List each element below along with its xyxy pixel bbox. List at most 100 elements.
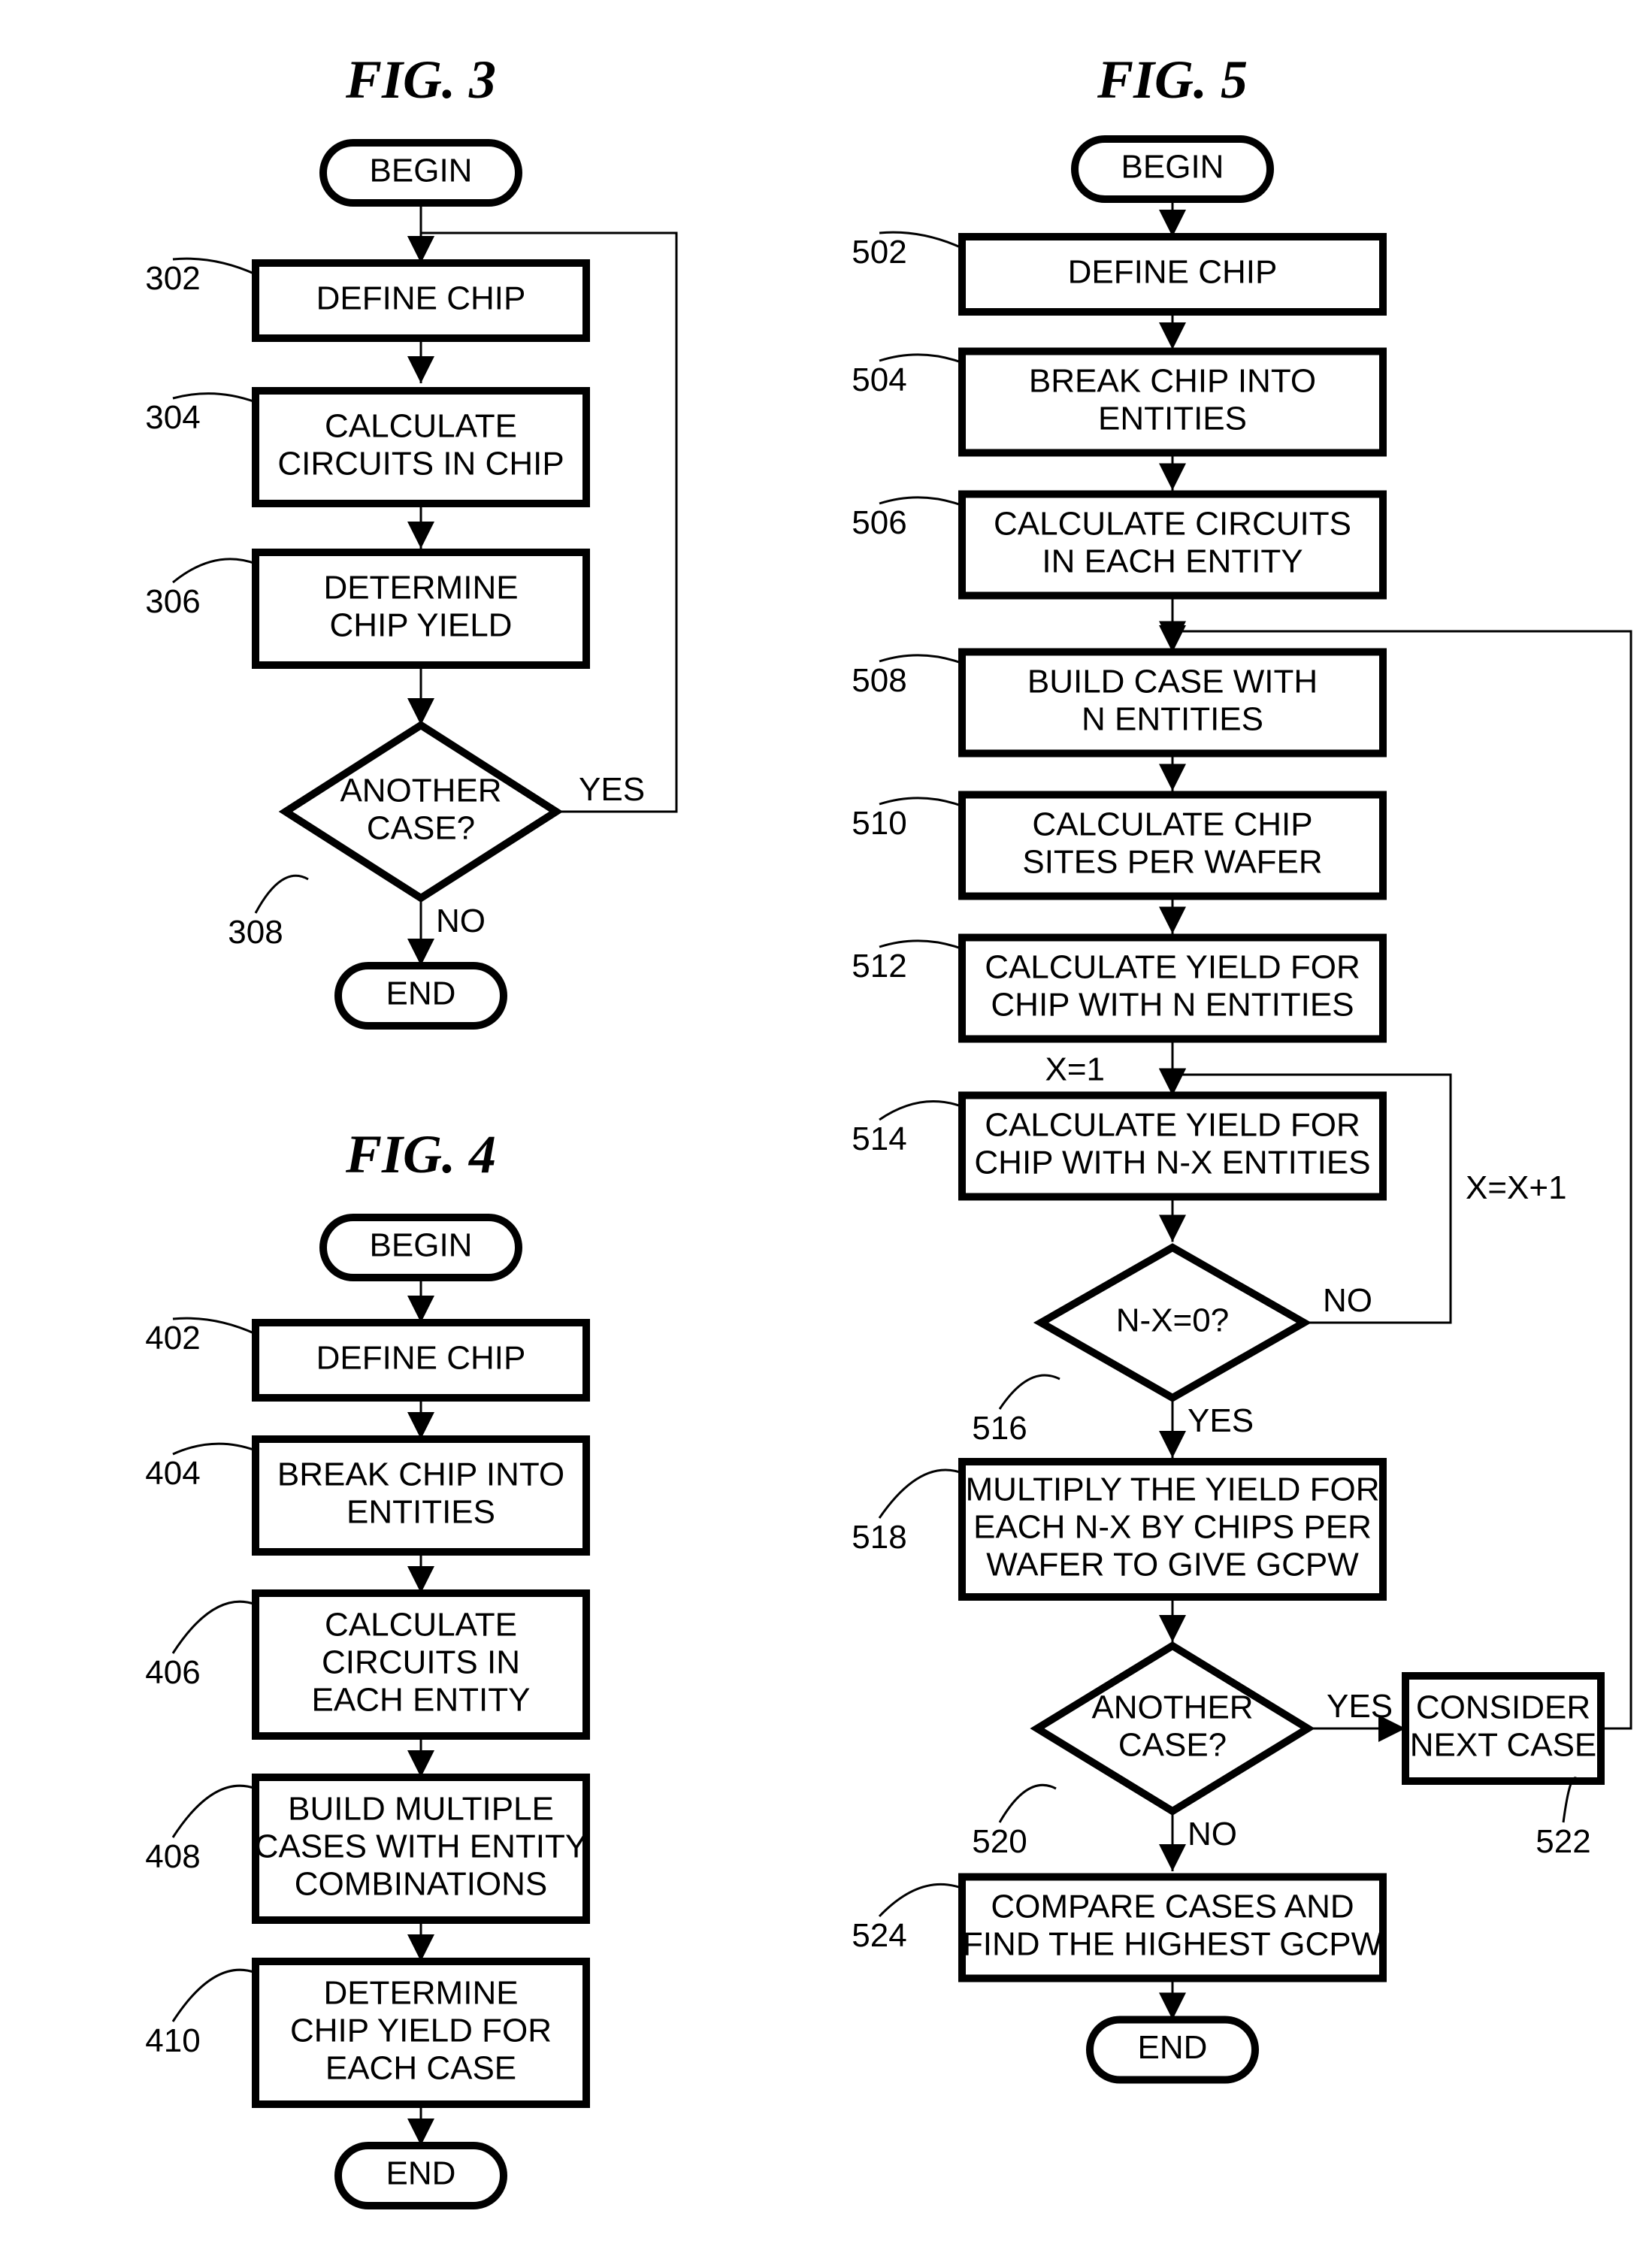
fig3-title: FIG. 3 — [345, 50, 496, 110]
fig5-504-label: BREAK CHIP INTO — [1029, 363, 1316, 400]
arrowhead — [1159, 1993, 1186, 2020]
fig5-518-ref-leader — [879, 1470, 962, 1518]
fig5-508-ref: 508 — [852, 662, 906, 699]
fig5-520-no: NO — [1188, 1816, 1237, 1852]
arrowhead — [407, 1566, 434, 1593]
fig5-516-ref-leader — [1000, 1375, 1060, 1409]
fig5-506-label: IN EACH ENTITY — [1042, 543, 1303, 580]
fig4-end-label: END — [386, 2155, 456, 2192]
arrowhead — [1159, 907, 1186, 934]
fig3-304-label: CIRCUITS IN CHIP — [277, 446, 564, 482]
arrowhead — [407, 939, 434, 966]
arrowhead — [407, 1750, 434, 1777]
arrowhead — [1159, 764, 1186, 791]
arrowhead — [1159, 1215, 1186, 1242]
arrowhead — [407, 1934, 434, 1961]
fig4-begin-label: BEGIN — [370, 1227, 473, 1264]
fig4-408-ref: 408 — [145, 1838, 200, 1875]
fig5-512-label: CHIP WITH N ENTITIES — [991, 987, 1354, 1024]
fig5-begin-label: BEGIN — [1121, 149, 1224, 186]
fig5-520-label: CASE? — [1118, 1727, 1227, 1764]
fig5-504-label: ENTITIES — [1098, 401, 1247, 437]
arrowhead — [1159, 322, 1186, 349]
fig5-524-ref: 524 — [852, 1917, 906, 1954]
fig4-406-label: CALCULATE — [325, 1607, 517, 1644]
arrowhead — [407, 1412, 434, 1439]
fig4-404-ref-leader — [173, 1444, 256, 1454]
fig4-408-label: BUILD MULTIPLE — [288, 1791, 554, 1828]
fig5-510-label: CALCULATE CHIP — [1032, 806, 1312, 843]
fig3-306-ref: 306 — [145, 583, 200, 620]
fig5-516-yes: YES — [1188, 1402, 1254, 1439]
fig5-514-ref: 514 — [852, 1120, 906, 1157]
fig3-306-label: DETERMINE — [323, 570, 518, 606]
fig5-524-ref-leader — [879, 1884, 962, 1916]
fig5-512-ref: 512 — [852, 948, 906, 984]
fig5-510-label: SITES PER WAFER — [1022, 844, 1322, 881]
fig5-522-label: NEXT CASE — [1410, 1727, 1597, 1764]
fig4-406-label: CIRCUITS IN — [322, 1644, 520, 1681]
fig4-402-label: DEFINE CHIP — [316, 1340, 526, 1377]
arrowhead — [407, 1296, 434, 1323]
arrowhead — [1159, 464, 1186, 491]
fig5-522-label: CONSIDER — [1416, 1689, 1590, 1726]
fig5-514-ref-leader — [879, 1102, 962, 1120]
fig5-518-label: WAFER TO GIVE GCPW — [986, 1547, 1359, 1583]
fig3-304-label: CALCULATE — [325, 408, 517, 445]
fig5-508-label: BUILD CASE WITH — [1027, 664, 1318, 700]
fig4-406-ref-leader — [173, 1601, 256, 1653]
fig4-404-label: BREAK CHIP INTO — [277, 1456, 564, 1493]
fig3-308-ref: 308 — [228, 914, 283, 951]
fig5-510-ref: 510 — [852, 805, 906, 842]
fig5-520-label: ANOTHER — [1091, 1689, 1253, 1726]
fig4-410-ref: 410 — [145, 2022, 200, 2059]
fig5-502-label: DEFINE CHIP — [1068, 254, 1278, 291]
fig4-410-label: CHIP YIELD FOR — [290, 2013, 552, 2049]
fig5-516-ref: 516 — [972, 1410, 1027, 1447]
fig4-408-label: COMBINATIONS — [295, 1866, 548, 1903]
fig3-304-ref: 304 — [145, 399, 200, 436]
fig5-506-ref: 506 — [852, 504, 906, 541]
fig4-404-label: ENTITIES — [346, 1494, 495, 1531]
fig5-504-ref: 504 — [852, 361, 906, 398]
arrowhead — [1159, 1431, 1186, 1458]
fig5-524-label: COMPARE CASES AND — [991, 1889, 1354, 1925]
fig3-308-label: ANOTHER — [340, 773, 501, 809]
fig3-begin-label: BEGIN — [370, 153, 473, 189]
arrowhead — [1159, 1844, 1186, 1871]
fig3-308-ref-leader — [256, 876, 308, 913]
fig5-522-ref: 522 — [1536, 1823, 1590, 1860]
fig5-506-label: CALCULATE CIRCUITS — [994, 506, 1351, 543]
fig5-518-label: EACH N-X BY CHIPS PER — [973, 1509, 1372, 1546]
fig4-408-ref-leader — [173, 1786, 256, 1837]
fig5-518-label: MULTIPLY THE YIELD FOR — [966, 1471, 1380, 1508]
fig4-406-label: EACH ENTITY — [312, 1682, 531, 1719]
fig5-502-ref: 502 — [852, 234, 906, 271]
fig4-406-ref: 406 — [145, 1654, 200, 1691]
arrowhead — [1159, 210, 1186, 237]
fig5-524-label: FIND THE HIGHEST GCPW — [963, 1926, 1383, 1963]
fig3-308-label: CASE? — [367, 810, 475, 847]
fig5-516-label: N-X=0? — [1116, 1302, 1229, 1339]
fig4-410-label: EACH CASE — [325, 2050, 516, 2087]
fig5-end-label: END — [1138, 2029, 1208, 2066]
fig3-end-label: END — [386, 975, 456, 1012]
fig4-408-label: CASES WITH ENTITY — [255, 1828, 587, 1865]
fig3-302-ref: 302 — [145, 260, 200, 297]
fig5-508-label: N ENTITIES — [1082, 701, 1263, 738]
fig5-514-label: CALCULATE YIELD FOR — [985, 1107, 1360, 1144]
fig3-306-label: CHIP YIELD — [330, 607, 513, 644]
fig5-512-label: CALCULATE YIELD FOR — [985, 949, 1360, 986]
arrowhead — [407, 2119, 434, 2146]
fig4-410-ref-leader — [173, 1970, 256, 2022]
fig3-yes: YES — [579, 771, 645, 808]
fig5-520-ref-leader — [1000, 1785, 1056, 1822]
fig5-xinc: X=X+1 — [1466, 1169, 1567, 1206]
fig5-518-ref: 518 — [852, 1519, 906, 1556]
fig4-404-ref: 404 — [145, 1455, 200, 1492]
fig3-no: NO — [436, 903, 486, 939]
fig5-514-label: CHIP WITH N-X ENTITIES — [974, 1145, 1370, 1181]
fig5-x1: X=1 — [1045, 1051, 1105, 1088]
arrowhead — [407, 356, 434, 383]
fig5-520-ref: 520 — [972, 1823, 1027, 1860]
